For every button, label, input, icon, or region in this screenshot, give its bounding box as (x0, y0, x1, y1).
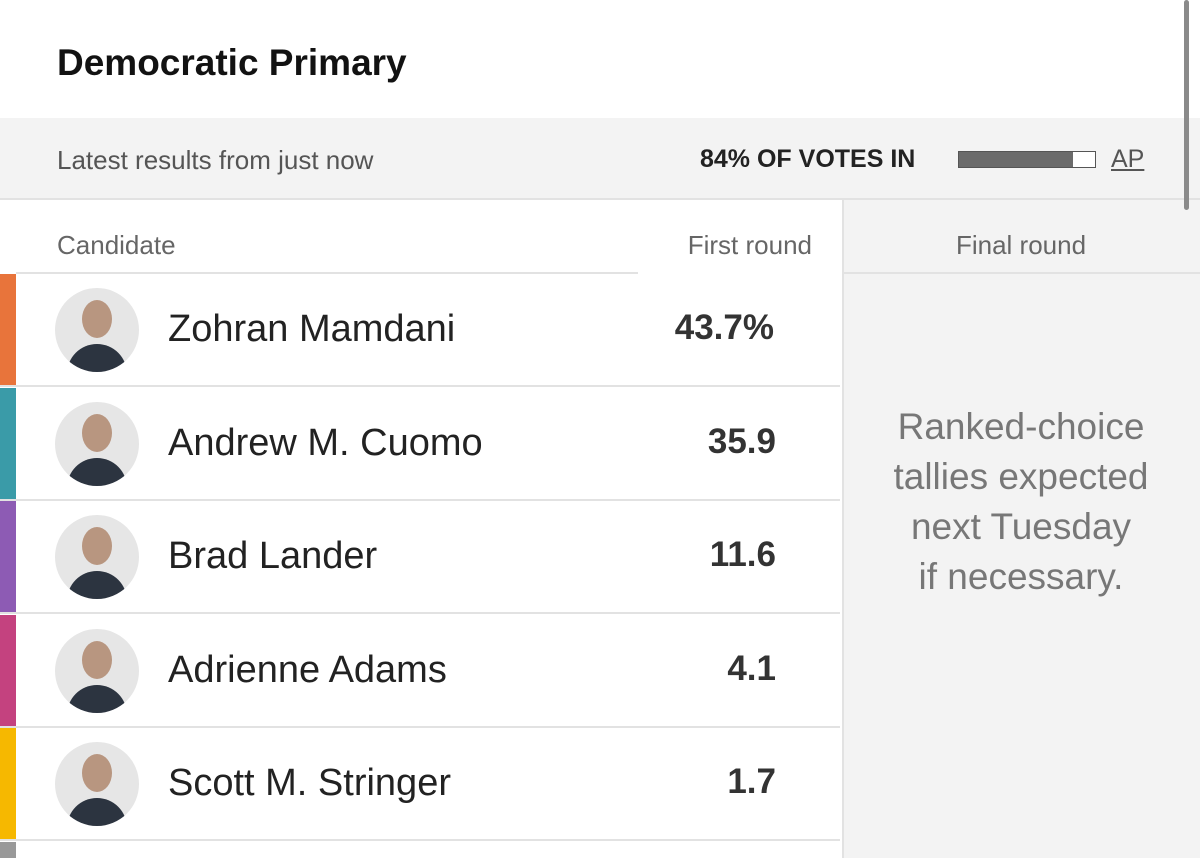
note-line: tallies expected (893, 456, 1149, 497)
column-header: Candidate (57, 230, 176, 260)
candidate-name: Zohran Mamdani (168, 308, 456, 350)
final-round-note: Ranked-choice tallies expected next Tuesda… (842, 402, 1200, 602)
avatar-head (82, 527, 112, 565)
candidate-name: Adrienne Adams (168, 648, 447, 691)
column-header: First round (687, 230, 812, 260)
first-round-value: 4.1 (727, 648, 776, 688)
scrollbar (1184, 0, 1189, 210)
candidate-row: Adrienne Adams 4.1 (0, 614, 840, 728)
votes-in-fill (959, 152, 1074, 167)
party-stripe (0, 728, 16, 839)
note-line: if necessary. (918, 556, 1124, 597)
avatar (55, 628, 139, 713)
avatar (55, 288, 139, 372)
divider (16, 272, 638, 274)
candidate-row: Zohran Mamdani 43.7% (0, 274, 840, 387)
note-line: Ranked-choice (897, 406, 1145, 447)
first-round-value: 43.7% (674, 308, 774, 347)
votes-in-bar (958, 151, 1096, 168)
first-round-value: 35.9 (707, 421, 776, 461)
candidate-row: Brad Lander 11.6 (0, 501, 840, 614)
avatar-body (67, 457, 127, 486)
avatar-head (82, 754, 112, 792)
next-row-stripe (0, 842, 16, 858)
avatar-body (67, 798, 127, 826)
avatar (55, 742, 139, 826)
first-round-value: 1.7 (727, 762, 776, 801)
party-stripe (0, 501, 16, 612)
candidate-row: Scott M. Stringer 1.7 (0, 728, 840, 841)
avatar-body (67, 684, 127, 713)
party-stripe (0, 387, 16, 499)
avatar (55, 515, 139, 599)
candidate-name: Brad Lander (168, 535, 378, 577)
avatar-head (82, 640, 112, 679)
note-line: next Tuesday (910, 506, 1132, 547)
updated-text: Latest results from just now (57, 145, 374, 175)
avatar-head (82, 300, 112, 338)
first-round-value: 11.6 (709, 535, 776, 574)
candidate-row: Andrew M. Cuomo 35.9 (0, 387, 840, 501)
avatar-head (82, 413, 112, 452)
votes-in-label: 84% OF VOTES IN (700, 145, 916, 173)
divider (842, 272, 1200, 274)
column-header: Final round (955, 230, 1087, 260)
title: Democratic Primary (57, 42, 407, 83)
final-round-column (842, 200, 1200, 858)
candidate-name: Scott M. Stringer (168, 762, 451, 804)
avatar-body (67, 571, 127, 599)
source-link[interactable]: AP (1111, 145, 1145, 173)
avatar (55, 401, 139, 486)
candidate-name: Andrew M. Cuomo (168, 421, 483, 464)
avatar-body (67, 344, 127, 372)
party-stripe (0, 614, 16, 726)
party-stripe (0, 274, 16, 385)
